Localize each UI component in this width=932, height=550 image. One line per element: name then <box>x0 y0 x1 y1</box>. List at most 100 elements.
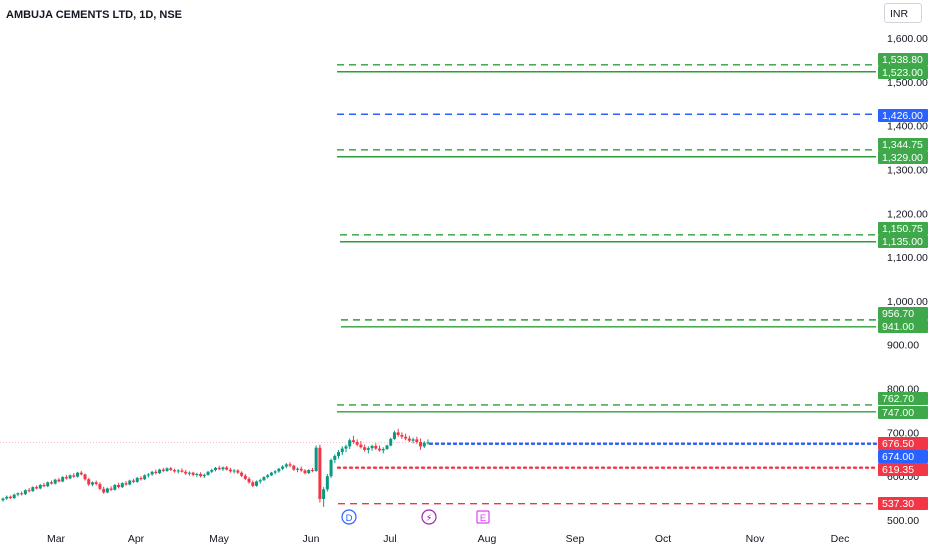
candle-69 <box>258 478 262 484</box>
candle-12 <box>46 481 50 488</box>
candle-body <box>232 470 236 472</box>
y-tick-label: 1,600.00 <box>887 33 928 45</box>
candle-33 <box>124 481 128 486</box>
x-tick-label: Jul <box>383 533 396 545</box>
candle-82 <box>307 469 311 474</box>
candle-body <box>247 478 251 483</box>
candle-111 <box>415 436 419 444</box>
candle-body <box>303 470 307 474</box>
currency-selector[interactable]: INR <box>884 3 922 23</box>
candle-body <box>139 477 143 480</box>
event-marker-dividend: D <box>341 509 357 525</box>
candle-22 <box>83 473 87 481</box>
candle-body <box>318 447 322 499</box>
candle-41 <box>154 469 158 475</box>
candle-114 <box>426 439 430 445</box>
candle-body <box>199 473 203 477</box>
price-badge-bg <box>878 66 928 79</box>
candle-body <box>296 468 300 470</box>
candle-70 <box>262 476 266 482</box>
candle-102 <box>381 447 385 454</box>
candle-body <box>49 482 53 484</box>
price-badge-14: 537.30 <box>878 497 928 510</box>
candle-36 <box>135 477 139 483</box>
price-badge-6: 1,135.00 <box>878 235 928 248</box>
candle-body <box>359 444 363 448</box>
candle-body <box>333 456 337 460</box>
price-badge-label: 676.50 <box>882 438 914 450</box>
candle-72 <box>269 471 273 477</box>
candle-86 <box>322 487 326 507</box>
candle-body <box>258 480 262 482</box>
candle-body <box>314 447 318 471</box>
price-badge-4: 1,329.00 <box>878 151 928 164</box>
candle-body <box>1 498 5 501</box>
candle-body <box>255 481 259 486</box>
price-badge-label: 619.35 <box>882 464 914 476</box>
candle-body <box>307 470 311 474</box>
price-badge-bg <box>878 392 928 405</box>
candle-91 <box>340 446 344 456</box>
candle-27 <box>102 486 106 494</box>
event-marker-shape <box>421 509 437 525</box>
candle-body <box>87 479 91 485</box>
candle-body <box>31 487 35 492</box>
candle-body <box>348 440 352 447</box>
candle-body <box>76 472 80 477</box>
candle-54 <box>202 473 206 478</box>
candle-16 <box>61 476 65 483</box>
price-badge-8: 941.00 <box>878 320 928 333</box>
candle-body <box>72 475 76 477</box>
candle-body <box>187 472 191 474</box>
candle-body <box>61 477 65 482</box>
candle-42 <box>158 468 162 474</box>
event-marker-label: E <box>480 513 486 524</box>
candle-31 <box>117 482 121 489</box>
candle-101 <box>378 445 382 452</box>
candle-67 <box>251 480 255 488</box>
candle-body <box>325 476 329 490</box>
candle-body <box>385 445 389 450</box>
y-tick-label: 1,100.00 <box>887 252 928 264</box>
y-tick-label: 1,300.00 <box>887 164 928 176</box>
candle-body <box>355 442 359 445</box>
price-badge-bg <box>878 307 928 320</box>
price-badge-label: 941.00 <box>882 321 914 333</box>
candle-body <box>109 488 113 490</box>
candle-body <box>172 470 176 472</box>
candle-52 <box>195 472 199 478</box>
candle-53 <box>199 472 203 478</box>
candle-body <box>64 477 68 479</box>
price-badge-label: 762.70 <box>882 393 914 405</box>
candle-body <box>340 448 344 453</box>
candle-body <box>284 464 288 467</box>
candle-19 <box>72 473 76 478</box>
price-badge-12: 674.00 <box>878 450 928 463</box>
price-badge-label: 1,329.00 <box>882 152 923 164</box>
candle-59 <box>221 466 225 471</box>
candle-body <box>407 438 411 441</box>
candle-body <box>310 470 314 472</box>
price-axis[interactable]: 500.00600.00700.00800.00900.001,000.001,… <box>887 33 928 527</box>
candle-79 <box>296 467 300 473</box>
time-axis[interactable]: Mar Apr May Jun Jul Aug Sep Oct Nov Dec <box>47 533 849 545</box>
candle-7 <box>27 488 31 493</box>
price-badge-0: 1,538.80 <box>878 53 928 66</box>
price-badges: 1,538.801,523.00 1,426.00 1,344.751,329.00… <box>878 53 928 510</box>
candle-6 <box>23 489 27 496</box>
candle-78 <box>292 464 296 471</box>
candle-39 <box>146 473 150 478</box>
candle-10 <box>38 484 42 490</box>
candle-body <box>217 467 221 470</box>
candle-body <box>240 472 244 476</box>
candle-body <box>392 432 396 439</box>
y-tick-label: 1,000.00 <box>887 296 928 308</box>
candle-body <box>184 471 188 474</box>
candle-18 <box>68 474 72 480</box>
candle-body <box>351 440 355 443</box>
candle-48 <box>180 468 184 473</box>
price-badge-bg <box>878 406 928 419</box>
x-tick-label: Aug <box>478 533 497 545</box>
candle-85 <box>318 444 322 503</box>
candle-14 <box>53 478 57 485</box>
